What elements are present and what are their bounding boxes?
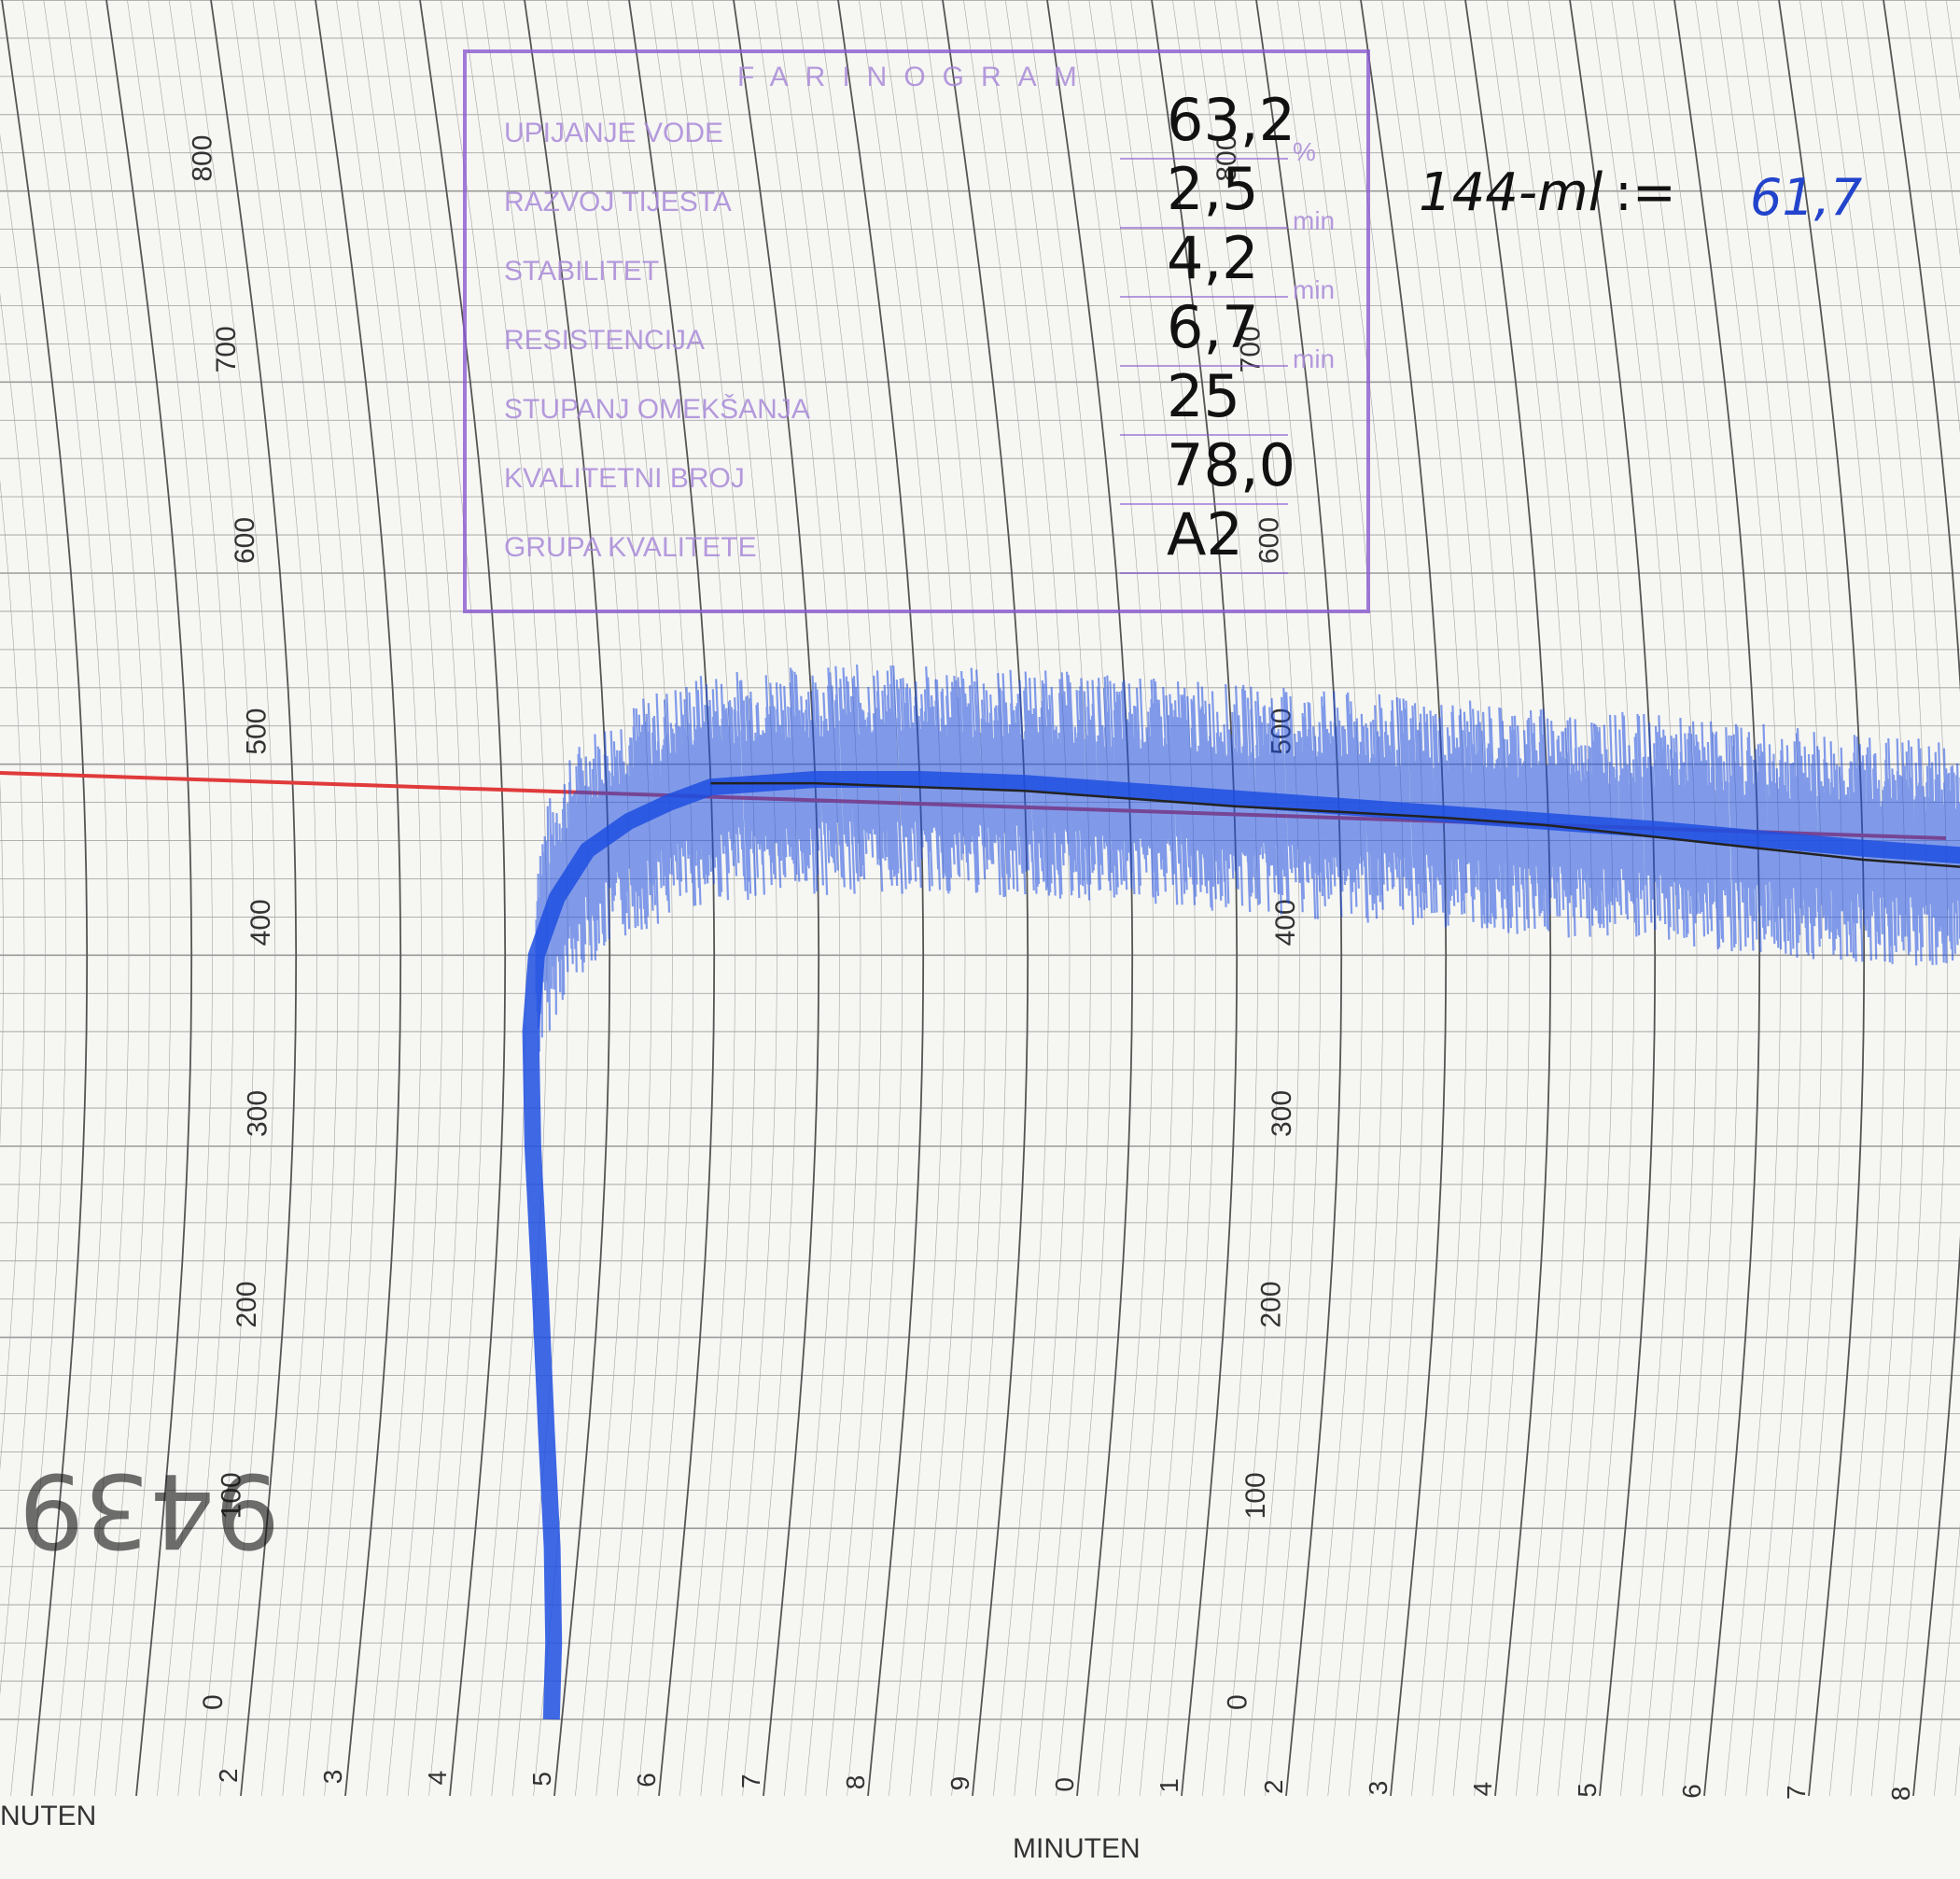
stamp-title: FARINOGRAM <box>737 62 1094 92</box>
grid-arc-minor <box>0 479 25 1471</box>
stamp-row-label: KVALITETNI BROJ <box>504 463 745 494</box>
stamp-row-value: 4,2 <box>1167 224 1259 292</box>
y-label-left: 0 <box>198 1694 229 1710</box>
x-tick-labels: 234567890123456789 <box>214 1768 1915 1802</box>
x-tick-label: 2 <box>214 1768 243 1783</box>
stamp-row-value: 6,7 <box>1167 293 1259 361</box>
grid-arc-minor <box>231 0 317 1796</box>
grid-arc-minor <box>43 0 130 1796</box>
grid-arc-minor <box>127 0 213 1796</box>
grid-arc-major <box>105 0 193 1796</box>
stamp-row-value: 78,0 <box>1167 431 1295 499</box>
y-label-left: 100 <box>216 1472 246 1519</box>
grid-arc-minor <box>377 0 464 1796</box>
grid-arc-minor <box>168 0 255 1796</box>
grid-arc-minor <box>22 0 108 1796</box>
y-label-right: 400 <box>1270 899 1301 946</box>
x-tick-label: 9 <box>945 1776 974 1791</box>
stamp-row-label: RESISTENCIJA <box>504 325 705 356</box>
y-label-left: 700 <box>211 326 242 372</box>
stamp-row-label: STABILITET <box>504 256 659 287</box>
x-tick-label: 8 <box>841 1775 870 1790</box>
stamp-row-value: 2,5 <box>1167 155 1259 223</box>
note-left: 144-ml <box>1419 162 1603 223</box>
grid-arc-major <box>210 0 298 1796</box>
y-label-right: 300 <box>1267 1090 1297 1137</box>
stamp-row-label: GRUPA KVALITETE <box>504 532 757 563</box>
y-label-right: 100 <box>1240 1472 1271 1519</box>
y-label-left: 600 <box>230 517 260 564</box>
grid-arc-minor <box>754 0 840 1796</box>
stamp-row-label: UPIJANJE VODE <box>504 118 723 148</box>
handwritten-note: 144-ml := 61,7 <box>1419 162 1862 227</box>
note-value: 61,7 <box>1750 168 1862 227</box>
grid-arc-minor <box>85 0 172 1796</box>
grid-arc-minor <box>252 0 339 1796</box>
x-tick-label: 1 <box>1155 1778 1183 1793</box>
stamp-row-value: 63,2 <box>1167 86 1295 154</box>
grid-arc-minor <box>189 0 276 1796</box>
note-eq: := <box>1615 162 1676 223</box>
x-tick-label: 5 <box>527 1772 556 1787</box>
y-label-left: 300 <box>242 1090 273 1137</box>
stamp-row-value: A2 <box>1167 500 1243 568</box>
stamp-row-unit: % <box>1293 137 1316 166</box>
x-tick-label: 0 <box>1050 1777 1079 1792</box>
grid-arc-minor <box>273 0 359 1796</box>
y-scale-labels: 0100200300400500600700800900010020030040… <box>187 135 1301 1710</box>
x-tick-label: 6 <box>632 1773 661 1788</box>
y-label-right: 700 <box>1235 326 1266 372</box>
stamp-row-label: STUPANJ OMEKŠANJA <box>504 393 810 425</box>
stamp-box: FARINOGRAM UPIJANJE VODE% RAZVOJ TIJESTA m… <box>463 49 1370 613</box>
x-tick-label: 4 <box>423 1771 452 1786</box>
x-tick-label: 7 <box>1782 1785 1811 1800</box>
curves <box>522 664 1960 1720</box>
grid-arc-minor <box>0 292 46 1696</box>
grid-arc-minor <box>357 0 443 1796</box>
grid-arc-minor <box>399 0 485 1796</box>
grid-arc-minor <box>441 0 526 1796</box>
grid-arc-minor <box>63 0 150 1796</box>
x-axis-label: MINUTEN <box>1013 1833 1141 1864</box>
x-tick-label: 3 <box>1364 1781 1393 1796</box>
grid-arc-major <box>315 0 402 1796</box>
x-tick-label: 4 <box>1468 1782 1497 1797</box>
grid-arc-minor <box>294 0 381 1796</box>
grid-arc-minor <box>336 0 422 1796</box>
grid-arc-minor <box>147 0 234 1796</box>
stamp-row-unit: min <box>1293 275 1335 304</box>
stamp-row-unit: min <box>1293 206 1335 235</box>
y-label-left: 400 <box>245 899 276 946</box>
grid-arc-major <box>419 0 507 1796</box>
y-label-right: 0 <box>1223 1694 1253 1710</box>
grid-arc-minor <box>1904 0 1960 1796</box>
stamp-row-label: RAZVOJ TIJESTA <box>504 187 732 217</box>
x-tick-label: 8 <box>1886 1787 1915 1802</box>
x-tick-label: 2 <box>1259 1779 1288 1794</box>
stamp-row-value: 25 <box>1167 362 1240 430</box>
grid-arc-minor <box>0 778 4 1147</box>
x-axis-label-fragment: NUTEN <box>0 1801 96 1831</box>
stamp-row-unit: min <box>1293 344 1335 373</box>
x-tick-label: 3 <box>318 1770 347 1785</box>
grid-arc-major <box>1883 0 1960 1796</box>
grid-arc-minor <box>0 133 67 1796</box>
grid-arc-minor <box>1925 0 1960 1796</box>
y-label-left: 200 <box>231 1282 262 1328</box>
stamp-rows: UPIJANJE VODE% RAZVOJ TIJESTA min STABILITE… <box>504 118 1335 574</box>
curve-mean-line <box>710 781 1960 868</box>
y-label-right: 600 <box>1254 517 1285 564</box>
y-label-left: 500 <box>242 708 273 755</box>
grid-arc-major <box>1 0 89 1796</box>
y-label-right: 200 <box>1256 1282 1287 1328</box>
x-tick-label: 6 <box>1677 1784 1706 1799</box>
sample-number: 9439 <box>19 1451 280 1570</box>
x-tick-label: 7 <box>736 1774 765 1788</box>
x-tick-label: 5 <box>1573 1783 1602 1798</box>
y-label-left: 800 <box>187 135 217 182</box>
